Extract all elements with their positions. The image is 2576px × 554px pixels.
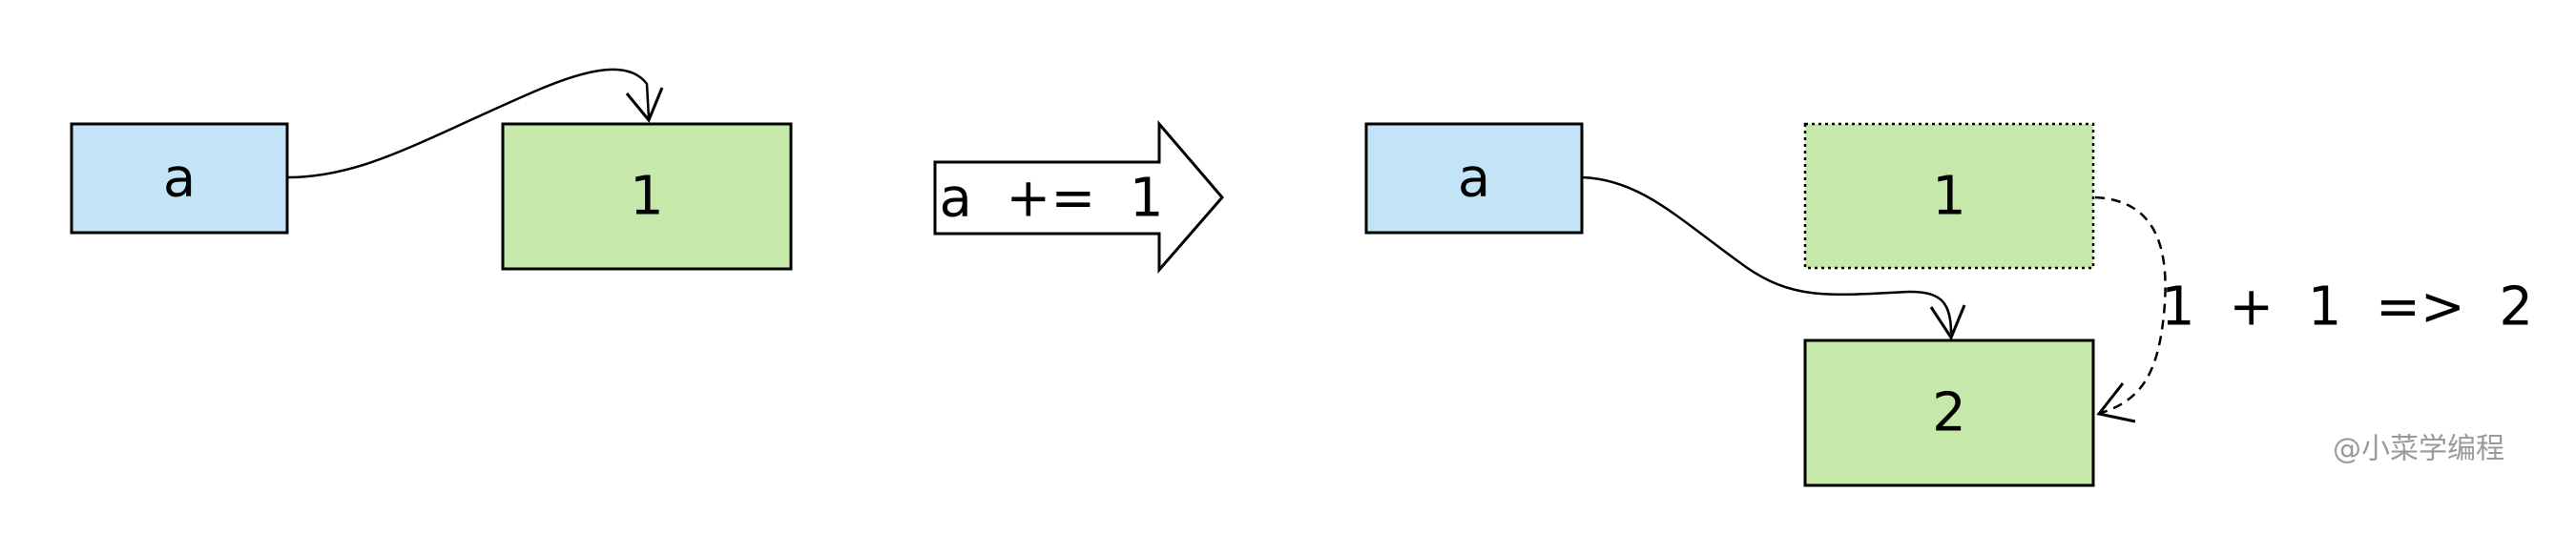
before-reference-arrow: [286, 68, 651, 179]
computation-label: 1 + 1 => 2: [2161, 277, 2533, 339]
after-reference-arrowhead: [1929, 304, 1966, 341]
before-value-box: [501, 122, 793, 271]
watermark: @小菜学编程: [2333, 433, 2504, 466]
after-new-value-box: [1803, 339, 2095, 487]
before-state: a 1: [70, 68, 793, 271]
before-value-label: 1: [630, 166, 664, 228]
operation-label: a += 1: [940, 168, 1164, 230]
before-variable-box: [70, 122, 289, 235]
computation-arrow: [2094, 195, 2167, 415]
after-old-value-box: [1803, 122, 2095, 270]
after-state: a 1 2 1 + 1 => 2: [1364, 122, 2533, 487]
before-reference-arrowhead: [625, 87, 664, 123]
operation-arrow: a += 1: [933, 119, 1224, 275]
computation-arrowhead: [2096, 382, 2136, 423]
after-reference-arrow: [1581, 175, 1953, 335]
operation-arrow-shape: [933, 119, 1224, 275]
after-variable-label: a: [1458, 148, 1490, 210]
before-variable-label: a: [163, 148, 196, 210]
after-old-value-label: 1: [1932, 166, 1966, 228]
after-variable-box: [1364, 122, 1584, 235]
after-new-value-label: 2: [1932, 382, 1966, 444]
